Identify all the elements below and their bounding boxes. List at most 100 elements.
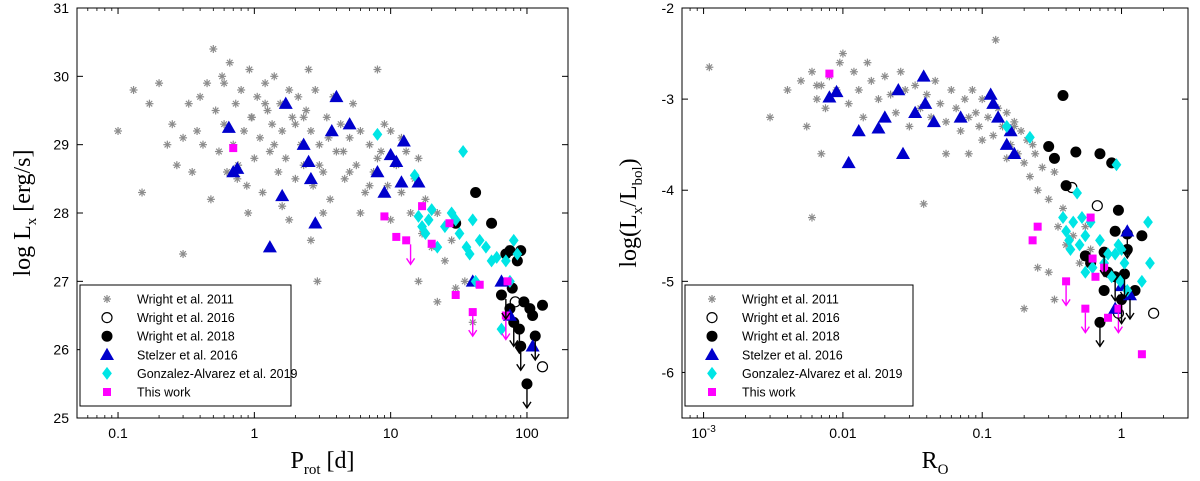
left-point [458,145,468,158]
right-y-tick-label: -2 [662,0,675,16]
right-point [922,90,931,99]
left-legend-entry: Stelzer et al. 2016 [100,347,238,362]
left-y-tick-label: 27 [53,273,69,289]
left-point [263,106,272,115]
left-legend-marker [103,388,111,396]
left-point [470,187,482,198]
left-point [196,92,205,101]
left-point [380,120,389,129]
left-point [129,86,138,94]
left-point [304,65,313,74]
left-point [372,127,383,141]
left-point [218,72,227,81]
left-legend-box [79,284,292,407]
right-point [1050,295,1059,304]
left-point [373,154,382,163]
right-x-tick-label: 10-3 [691,424,716,441]
right-upper-limit-arrow [1095,326,1105,348]
left-point [349,99,358,108]
right-x-tick-label: 0.1 [972,425,992,441]
left-point [240,127,249,135]
left-upper-limit-arrow [530,340,540,362]
left-x-tick-label: 100 [515,425,539,441]
right-point [952,104,961,113]
right-y-tick-label: -3 [662,91,675,107]
left-point [402,147,411,156]
right-point [916,69,931,82]
left-y-tick-label: 25 [53,410,69,426]
right-point [908,105,923,119]
right-point [1103,247,1113,261]
left-point [529,330,541,342]
left-point [288,113,297,122]
right-point [783,86,792,94]
right-legend-entry: This work [708,386,796,400]
right-point [871,121,886,134]
right-point [1075,259,1084,268]
right-point [1060,180,1072,192]
right-series-4 [1001,119,1155,297]
left-point [515,340,527,352]
left-point [168,120,177,129]
left-point [340,174,349,183]
right-point [867,76,876,85]
left-upper-limit-arrow [516,350,526,372]
right-y-axis-label: log(Lx/Lbol) [616,158,646,267]
right-point [880,72,889,81]
right-point [1054,222,1063,231]
right-point [918,96,933,109]
left-legend-marker [100,347,114,361]
right-point [1033,263,1042,272]
right-point [1072,186,1082,200]
left-point [188,168,197,176]
left-point [285,86,294,94]
left-point [198,140,207,149]
right-x-tick-label: 1 [1118,425,1126,441]
right-point [1094,316,1106,328]
right-legend-marker [708,295,716,303]
right-series-3 [822,69,1137,314]
right-point [1058,211,1068,225]
right-point [821,104,830,113]
left-y-tick-label: 29 [53,137,69,153]
right-point [1080,229,1091,243]
right-y-tick-label: -5 [662,273,675,289]
left-x-tick-label: 0.1 [108,425,128,441]
left-point [433,297,442,306]
right-upper-limit-arrow [1125,299,1135,321]
left-point [245,65,254,74]
right-point [991,110,1006,123]
right-point [983,113,992,122]
right-point [796,76,805,85]
right-point [978,136,987,145]
left-point [193,127,202,135]
right-point [1074,238,1085,252]
left-point [451,284,460,293]
right-point [1122,288,1137,301]
right-point [877,110,892,123]
left-point [302,106,311,115]
right-point [1057,89,1069,101]
left-legend-label: Wright et al. 2016 [137,311,235,325]
right-point [1098,284,1110,296]
left-point [322,113,331,122]
right-point [1044,268,1053,277]
right-point [1094,148,1106,160]
right-point [1038,163,1047,172]
left-point [475,280,484,289]
left-point [513,323,525,335]
left-point [440,256,449,265]
left-point [447,236,456,245]
left-point [255,133,264,142]
right-point [978,95,987,104]
left-y-tick-label: 31 [53,0,69,16]
right-legend-entry: Wright et al. 2011 [708,293,839,307]
left-y-axis-label: log Lx[erg/s] [10,149,40,276]
left-point [356,209,365,217]
left-legend-marker [101,330,113,342]
left-point [365,140,374,149]
left-y-tick-label: 26 [53,342,69,358]
left-point [508,233,519,247]
left-point [445,219,454,228]
left-point [275,188,290,202]
